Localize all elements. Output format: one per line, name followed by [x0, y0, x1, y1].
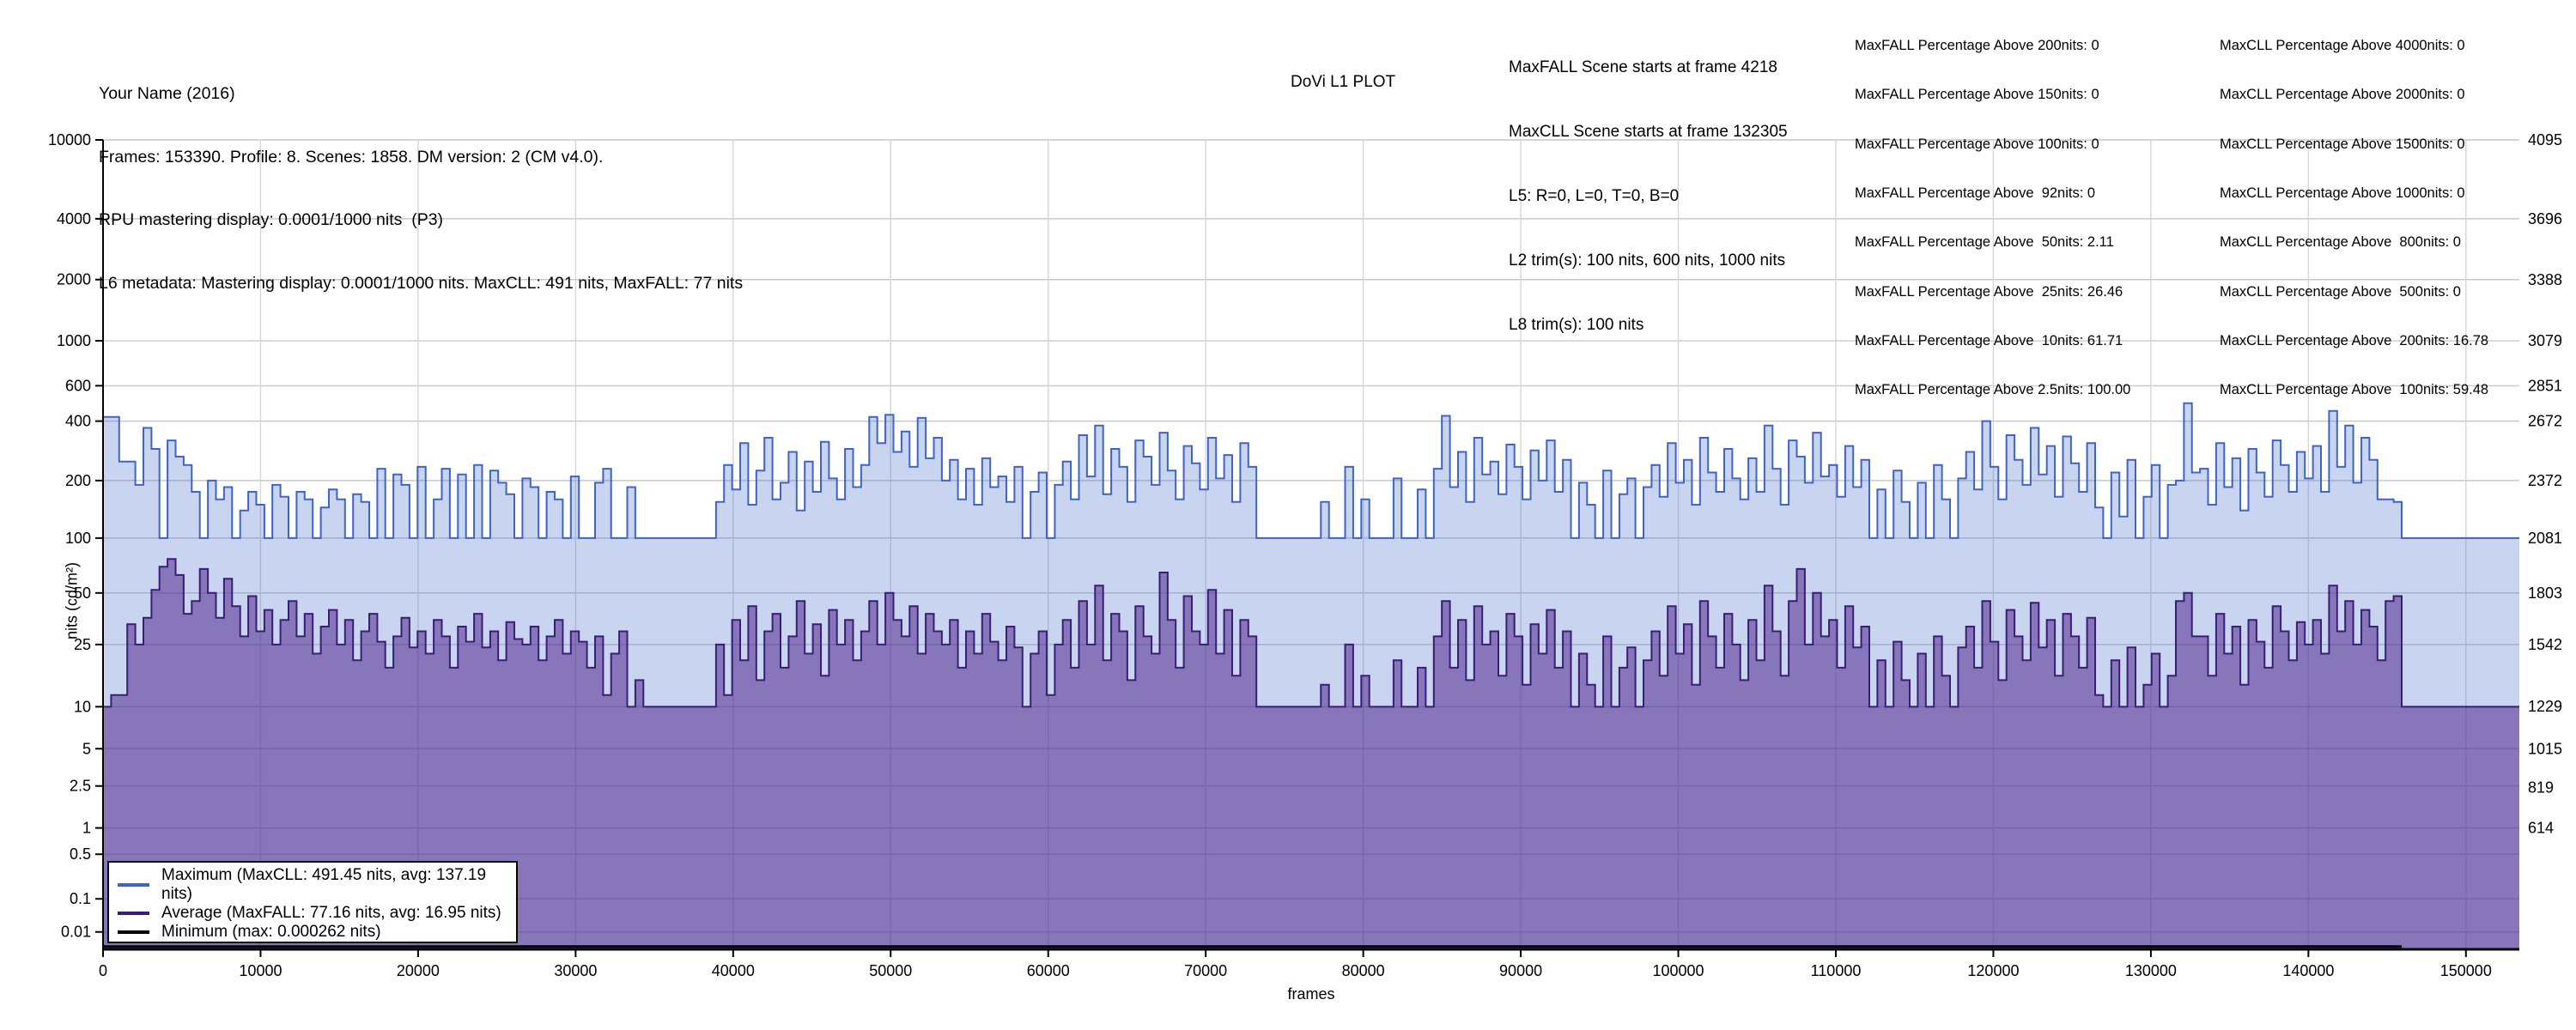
x-tick-label: 120000	[1967, 962, 2019, 979]
y-right-tick-label: 1542	[2528, 636, 2562, 653]
y-axis-label: nits (cd/m²)	[63, 562, 81, 639]
y-tick-label: 25	[74, 636, 91, 653]
legend-item-maximum: Maximum (MaxCLL: 491.45 nits, avg: 137.1…	[118, 866, 507, 904]
minimum-line-swatch	[118, 930, 149, 934]
x-tick-label: 30000	[554, 962, 597, 979]
y-tick-label: 1	[82, 820, 91, 837]
x-tick-label: 150000	[2440, 962, 2492, 979]
legend: Maximum (MaxCLL: 491.45 nits, avg: 137.1…	[107, 861, 518, 943]
y-right-tick-label: 819	[2528, 779, 2554, 796]
y-tick-label: 200	[65, 472, 91, 489]
x-tick-label: 80000	[1342, 962, 1385, 979]
x-tick-label: 20000	[397, 962, 440, 979]
x-tick-label: 40000	[712, 962, 755, 979]
y-tick-label: 0.1	[70, 890, 91, 907]
maxfall-pct-line: MaxFALL Percentage Above 25nits: 26.46	[1855, 283, 2123, 300]
y-right-tick-label: 2081	[2528, 530, 2562, 547]
legend-label-average: Average (MaxFALL: 77.16 nits, avg: 16.95…	[161, 904, 501, 922]
y-right-tick-label: 3079	[2528, 332, 2562, 349]
legend-label-maximum: Maximum (MaxCLL: 491.45 nits, avg: 137.1…	[161, 866, 487, 903]
y-right-tick-label: 1803	[2528, 585, 2562, 602]
y-right-tick-label: 1229	[2528, 698, 2562, 715]
x-tick-label: 0	[99, 962, 107, 979]
y-tick-label: 600	[65, 377, 91, 394]
average-line-swatch	[118, 912, 149, 915]
maxcll-pct-line: MaxCLL Percentage Above 1500nits: 0	[2220, 136, 2465, 152]
x-tick-label: 130000	[2125, 962, 2177, 979]
frames-profile-line: Frames: 153390. Profile: 8. Scenes: 1858…	[99, 147, 604, 167]
x-tick-label: 140000	[2282, 962, 2334, 979]
x-tick-label: 10000	[239, 962, 282, 979]
maxcll-pct-line: MaxCLL Percentage Above 100nits: 59.48	[2220, 382, 2489, 398]
rpu-mastering-line: RPU mastering display: 0.0001/1000 nits …	[99, 210, 444, 229]
maxcll-pct-line: MaxCLL Percentage Above 800nits: 0	[2220, 234, 2461, 251]
scene-info-block: MaxFALL Scene starts at frame 4218 MaxCL…	[1509, 14, 1788, 357]
x-tick-label: 60000	[1027, 962, 1070, 979]
y-tick-label: 10	[74, 698, 91, 715]
maxfall-scene-line: MaxFALL Scene starts at frame 4218	[1509, 58, 1777, 76]
y-right-tick-label: 3696	[2528, 210, 2562, 227]
y-tick-label: 0.01	[61, 924, 91, 941]
y-right-tick-label: 2372	[2528, 472, 2562, 489]
y-tick-label: 100	[65, 530, 91, 547]
y-tick-label: 10000	[48, 131, 91, 148]
maxfall-pct-line: MaxFALL Percentage Above 200nits: 0	[1855, 38, 2099, 54]
maxcll-pct-line: MaxCLL Percentage Above 4000nits: 0	[2220, 38, 2465, 54]
y-tick-label: 5	[82, 740, 91, 757]
x-tick-label: 110000	[1811, 962, 1862, 979]
maxcll-scene-line: MaxCLL Scene starts at frame 132305	[1509, 123, 1788, 141]
maxcll-percentages-block: MaxCLL Percentage Above 4000nits: 0 MaxC…	[2220, 5, 2488, 415]
plot-title: DoVi L1 PLOT	[1291, 73, 1396, 91]
maxfall-pct-line: MaxFALL Percentage Above 50nits: 2.11	[1855, 234, 2114, 251]
legend-item-minimum: Minimum (max: 0.000262 nits)	[118, 923, 507, 942]
x-tick-label: 90000	[1499, 962, 1542, 979]
y-tick-label: 50	[74, 585, 91, 602]
maxfall-pct-line: MaxFALL Percentage Above 92nits: 0	[1855, 185, 2096, 202]
y-tick-label: 1000	[57, 332, 91, 349]
y-right-tick-label: 3388	[2528, 271, 2562, 288]
title-block: Your Name (2016) Frames: 153390. Profile…	[99, 41, 743, 315]
x-axis-label: frames	[1287, 985, 1335, 1003]
average-line	[103, 558, 2519, 708]
legend-item-average: Average (MaxFALL: 77.16 nits, avg: 16.95…	[118, 904, 507, 923]
maxfall-pct-line: MaxFALL Percentage Above 2.5nits: 100.00	[1855, 382, 2131, 398]
l6-metadata-line: L6 metadata: Mastering display: 0.0001/1…	[99, 273, 744, 293]
y-tick-label: 2000	[57, 271, 91, 288]
maxfall-pct-line: MaxFALL Percentage Above 10nits: 61.71	[1855, 332, 2123, 348]
average-area-fill	[103, 559, 2519, 949]
y-tick-label: 2.5	[70, 778, 91, 795]
y-tick-label: 400	[65, 413, 91, 430]
x-tick-label: 70000	[1184, 962, 1227, 979]
y-right-tick-label: 2851	[2528, 377, 2562, 394]
maxcll-pct-line: MaxCLL Percentage Above 500nits: 0	[2220, 283, 2461, 300]
maxcll-pct-line: MaxCLL Percentage Above 2000nits: 0	[2220, 87, 2465, 103]
maxcll-pct-line: MaxCLL Percentage Above 1000nits: 0	[2220, 185, 2465, 202]
y-right-tick-label: 614	[2528, 820, 2554, 837]
movie-title: Your Name (2016)	[99, 84, 235, 103]
y-tick-label: 4000	[57, 210, 91, 227]
x-tick-label: 50000	[869, 962, 912, 979]
l2-trims-line: L2 trim(s): 100 nits, 600 nits, 1000 nit…	[1509, 251, 1786, 270]
y-right-tick-label: 1015	[2528, 740, 2562, 757]
maximum-line-swatch	[118, 883, 149, 887]
maximum-line	[103, 402, 2519, 539]
l8-trims-line: L8 trim(s): 100 nits	[1509, 316, 1644, 334]
y-tick-label: 0.5	[70, 845, 91, 863]
maxfall-percentages-block: MaxFALL Percentage Above 200nits: 0 MaxF…	[1855, 5, 2130, 415]
y-right-tick-label: 2672	[2528, 413, 2562, 430]
maxcll-pct-line: MaxCLL Percentage Above 200nits: 16.78	[2220, 332, 2489, 348]
y-right-tick-label: 4095	[2528, 131, 2562, 148]
maxfall-pct-line: MaxFALL Percentage Above 100nits: 0	[1855, 136, 2099, 152]
legend-label-minimum: Minimum (max: 0.000262 nits)	[161, 923, 381, 941]
x-tick-label: 100000	[1653, 962, 1704, 979]
maxfall-pct-line: MaxFALL Percentage Above 150nits: 0	[1855, 87, 2099, 103]
l5-line: L5: R=0, L=0, T=0, B=0	[1509, 187, 1680, 205]
